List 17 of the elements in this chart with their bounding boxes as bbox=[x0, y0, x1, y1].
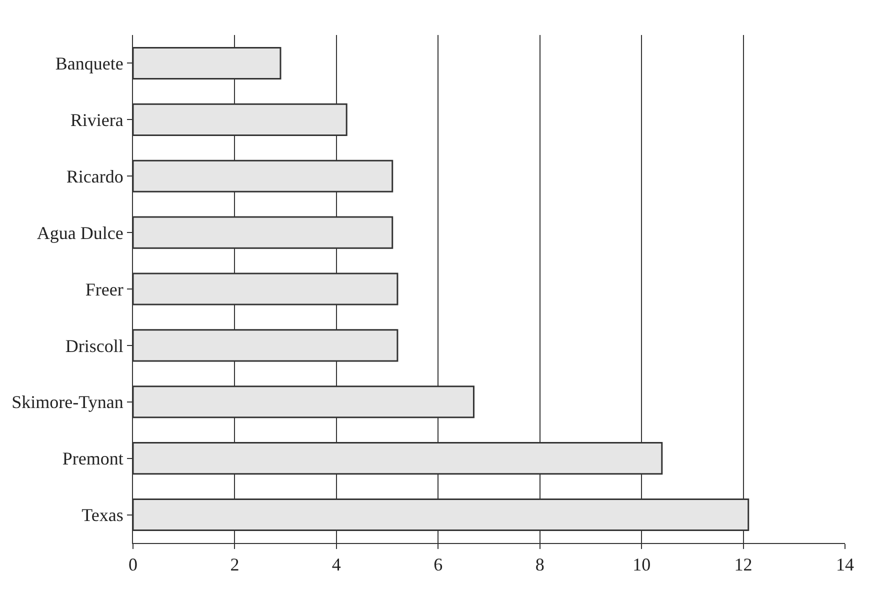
x-tick-label: 4 bbox=[332, 554, 341, 575]
x-tick-label: 14 bbox=[836, 554, 854, 575]
y-tick-label: Driscoll bbox=[65, 336, 124, 356]
y-tick-label: Freer bbox=[85, 279, 124, 300]
x-tick-label: 12 bbox=[734, 554, 752, 575]
x-tick-label: 6 bbox=[434, 554, 443, 575]
y-tick-label: Skimore-Tynan bbox=[12, 392, 124, 412]
x-tick-label: 0 bbox=[128, 554, 138, 575]
x-tick-label: 8 bbox=[535, 554, 544, 575]
y-tick-label: Ricardo bbox=[66, 166, 124, 186]
y-tick-label: Agua Dulce bbox=[36, 222, 124, 243]
x-tick-label: 2 bbox=[230, 554, 240, 575]
y-tick-label: Texas bbox=[82, 505, 124, 526]
y-tick-label: Banquete bbox=[55, 54, 124, 74]
y-tick-label: Riviera bbox=[70, 110, 124, 130]
x-tick-label: 10 bbox=[632, 554, 651, 575]
y-tick-label: Premont bbox=[62, 448, 124, 469]
